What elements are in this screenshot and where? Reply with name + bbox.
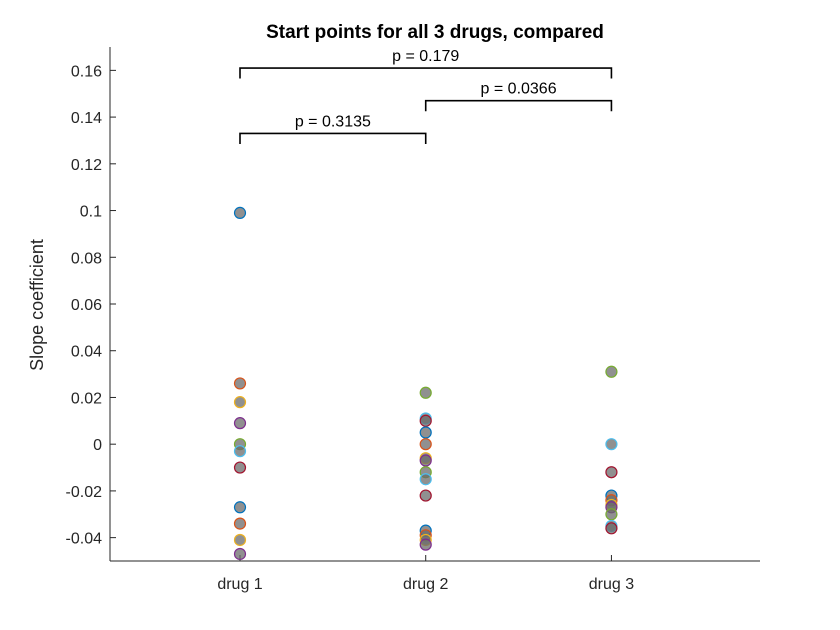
y-tick-label: 0.14 [71, 110, 102, 127]
y-tick-label: 0.06 [71, 297, 102, 314]
data-point [233, 461, 247, 474]
data-point [419, 426, 432, 439]
x-tick-label: drug 1 [217, 576, 262, 593]
data-point [233, 517, 247, 530]
data-point [605, 438, 618, 451]
y-tick-label: -0.02 [66, 484, 103, 501]
data-point [233, 501, 247, 514]
y-tick-label: -0.04 [66, 531, 103, 548]
y-tick-label: 0.04 [71, 344, 102, 361]
data-point [233, 396, 247, 409]
chart-title: Start points for all 3 drugs, compared [266, 22, 604, 43]
p-value-label: p = 0.3135 [295, 113, 371, 130]
x-ticks: drug 1 drug 2 drug 3 [217, 555, 634, 593]
y-axis-label: Slope coefficient [27, 239, 47, 371]
significance-brackets: p = 0.3135 p = 0.0366 p = 0.179 [239, 48, 613, 144]
significance-bracket [239, 67, 613, 79]
y-tick-label: 0.12 [71, 157, 102, 174]
y-tick-label: 0.02 [71, 390, 102, 407]
data-point [605, 365, 618, 378]
y-tick-label: 0.16 [71, 63, 102, 80]
data-point [605, 522, 618, 535]
data-point [419, 438, 432, 451]
data-point [233, 377, 247, 390]
data-point [419, 454, 432, 467]
data-point [419, 414, 432, 427]
data-point [233, 547, 247, 561]
data-points [233, 206, 618, 561]
data-point [233, 206, 247, 219]
p-value-label: p = 0.0366 [481, 81, 557, 98]
data-point [419, 386, 432, 399]
x-tick-label: drug 3 [589, 576, 634, 593]
x-tick-label: drug 2 [403, 576, 448, 593]
y-tick-label: 0.08 [71, 250, 102, 267]
data-point [419, 489, 432, 502]
data-point [233, 417, 247, 430]
significance-bracket [424, 99, 613, 112]
data-point [605, 508, 618, 521]
data-point [419, 473, 432, 486]
significance-bracket [239, 132, 427, 144]
data-point [419, 538, 432, 551]
y-tick-label: 0 [93, 437, 102, 454]
y-ticks: -0.04 -0.02 0 0.02 0.04 0.06 0.08 0.1 0.12 0.14 0.… [66, 63, 116, 548]
data-point [233, 533, 247, 547]
p-value-label: p = 0.179 [392, 48, 459, 65]
y-tick-label: 0.1 [80, 204, 102, 221]
data-point [233, 445, 247, 458]
data-point [605, 466, 618, 479]
